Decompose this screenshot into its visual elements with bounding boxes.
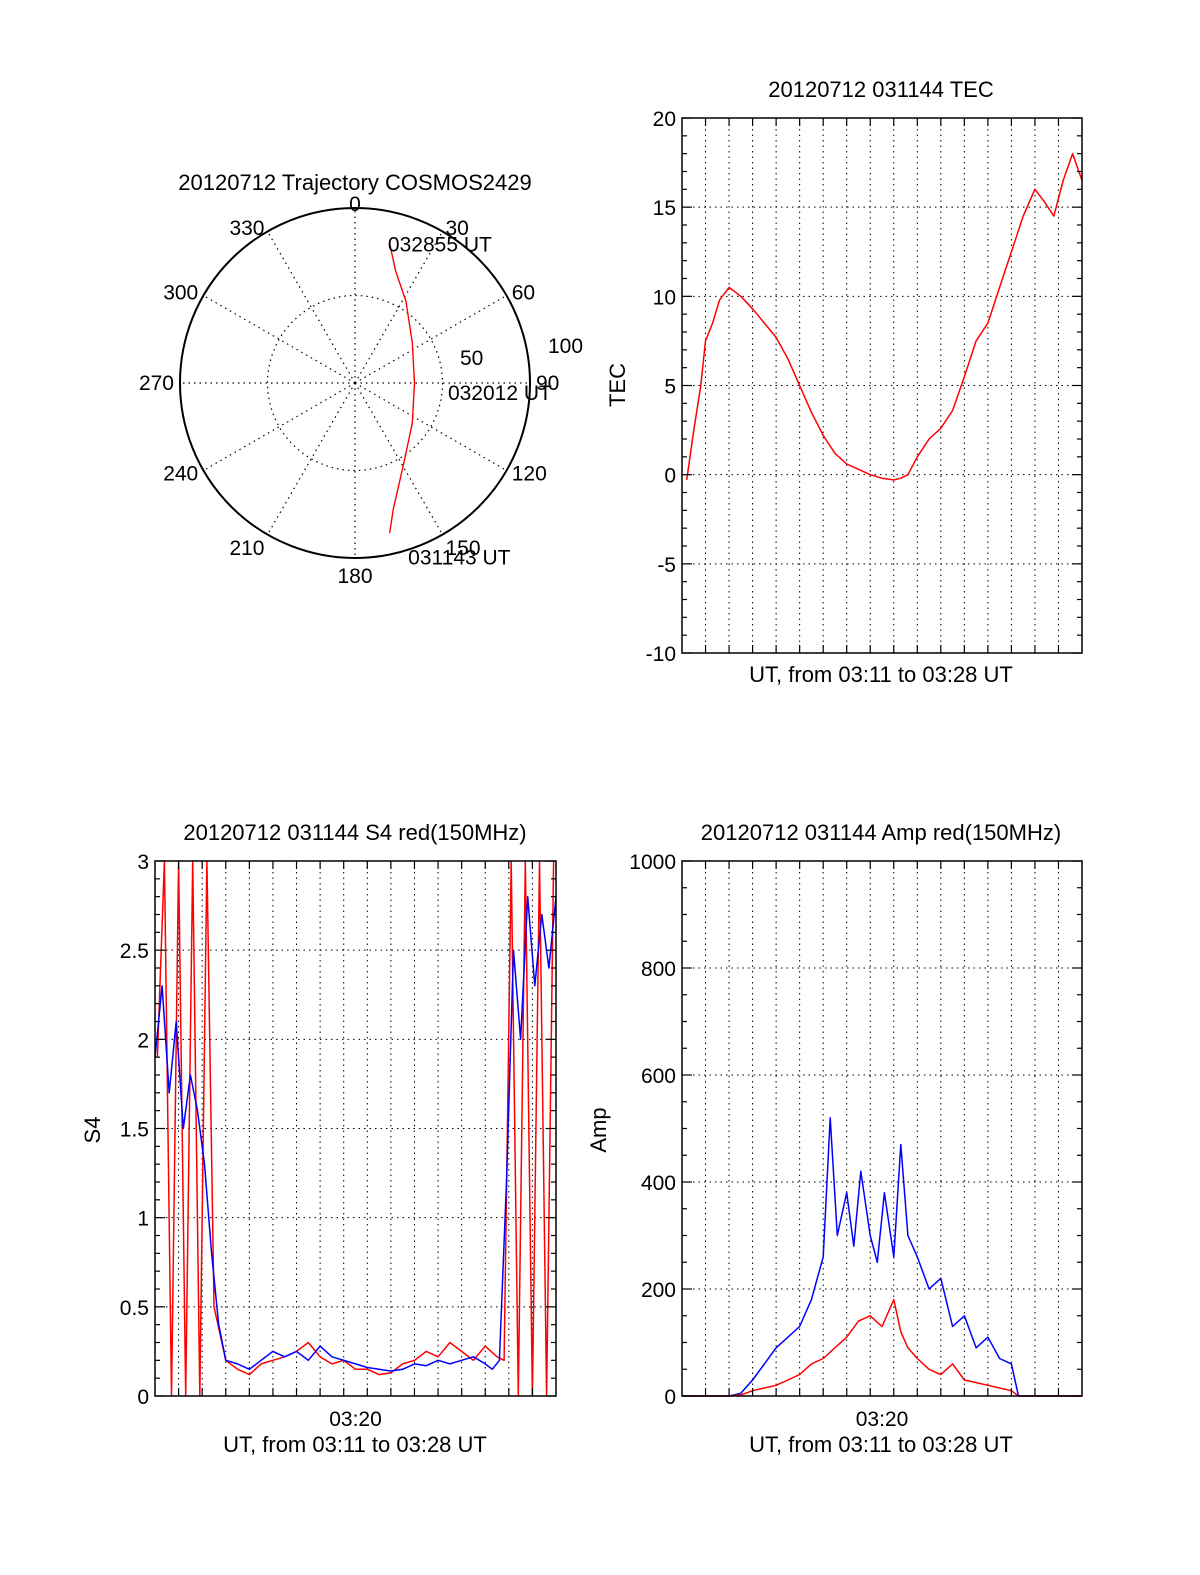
polar-radial-label: 100 [548, 335, 583, 358]
polar-azimuth-label: 210 [229, 537, 264, 560]
tec-series [685, 152, 1083, 481]
tec-series-line [685, 152, 1083, 481]
s4-ytick-label: 0.5 [120, 1297, 149, 1320]
amp-ytick-label: 600 [641, 1065, 676, 1088]
amp-series-line [682, 1117, 1082, 1397]
s4-ylabel: S4 [80, 1117, 105, 1144]
polar-time-annotation: 032012 UT [448, 382, 552, 405]
amp-series [682, 1117, 1082, 1397]
polar-azimuth-label: 120 [512, 463, 547, 486]
amp-xlabel: UT, from 03:11 to 03:28 UT [749, 1432, 1013, 1457]
polar-azimuth-label: 180 [337, 565, 372, 588]
tec-ytick-label: 10 [653, 286, 676, 309]
polar-time-annotation: 032855 UT [388, 234, 492, 257]
polar-azimuth-label: 330 [229, 217, 264, 240]
amp-ytick-label: 800 [641, 958, 676, 981]
s4-ticks: 3 2.5 2 1.5 1 0.5 0 03:20 [120, 851, 556, 1431]
tec-ytick-label: 0 [664, 465, 676, 488]
amp-ylabel: Amp [586, 1107, 611, 1152]
polar-title: 20120712 Trajectory COSMOS2429 [178, 170, 531, 195]
polar-labels: 0 30 60 90 120 150 180 210 240 270 300 330 50 100 0328… [139, 193, 583, 588]
s4-series-line [154, 895, 557, 1372]
amp-title: 20120712 031144 Amp red(150MHz) [701, 820, 1061, 845]
amp-ticks: 1000 800 600 400 200 0 03:20 [629, 851, 1082, 1431]
tec-ytick-label: 15 [653, 197, 676, 220]
s4-ytick-label: 3 [137, 851, 149, 874]
amp-ytick-label: 400 [641, 1172, 676, 1195]
polar-time-annotation: 031143 UT [408, 546, 511, 569]
tec-ytick-label: -10 [646, 643, 676, 666]
amp-ytick-label: 0 [664, 1386, 676, 1409]
tec-title: 20120712 031144 TEC [768, 77, 994, 102]
polar-azimuth-label: 300 [163, 282, 198, 305]
s4-ytick-label: 0 [137, 1386, 149, 1409]
polar-inner-circle [266, 294, 444, 472]
amp-xtick-label: 03:20 [856, 1408, 909, 1431]
amp-panel: 20120712 031144 Amp red(150MHz) 1000 800 6… [586, 820, 1083, 1457]
s4-ytick-label: 1 [137, 1208, 149, 1231]
s4-ytick-label: 2.5 [120, 940, 149, 963]
polar-trajectory-line [388, 243, 416, 534]
polar-outer-circle [179, 207, 531, 559]
tec-xlabel: UT, from 03:11 to 03:28 UT [749, 662, 1013, 687]
tec-ytick-label: 20 [653, 108, 676, 131]
s4-series [154, 860, 557, 1397]
s4-ytick-label: 1.5 [120, 1119, 149, 1142]
amp-grid [682, 861, 1082, 1396]
polar-azimuth-label: 30 [446, 217, 469, 240]
polar-azimuth-label: 150 [446, 537, 481, 560]
s4-xtick-label: 03:20 [329, 1408, 382, 1431]
amp-ytick-label: 1000 [629, 851, 676, 874]
tec-grid [682, 118, 1082, 653]
amp-ytick-label: 200 [641, 1279, 676, 1302]
polar-series [388, 243, 416, 534]
tec-ylabel: TEC [605, 363, 630, 407]
tec-ytick-label: 5 [664, 376, 676, 399]
polar-azimuth-label: 240 [163, 463, 198, 486]
polar-azimuth-label: 90 [536, 372, 559, 395]
s4-title: 20120712 031144 S4 red(150MHz) [183, 820, 526, 845]
s4-xlabel: UT, from 03:11 to 03:28 UT [223, 1432, 487, 1457]
s4-grid [155, 861, 556, 1396]
polar-grid [179, 207, 531, 559]
tec-ytick-label: -5 [657, 554, 676, 577]
polar-azimuth-label: 60 [512, 282, 535, 305]
amp-series-line [682, 1298, 1082, 1397]
tec-panel: 20120712 031144 TEC 20 15 10 5 0 -5 -10 UT, fr… [605, 77, 1083, 687]
polar-trajectory-panel: 20120712 Trajectory COSMOS2429 0 30 60 90 12… [139, 170, 583, 588]
polar-azimuth-label: 270 [139, 372, 174, 395]
polar-azimuth-label: 0 [349, 193, 361, 216]
polar-radial-label: 50 [460, 347, 483, 370]
s4-ytick-label: 2 [137, 1029, 149, 1052]
tec-ticks: 20 15 10 5 0 -5 -10 [646, 108, 1082, 666]
s4-panel: 20120712 031144 S4 red(150MHz) 3 2.5 2 1.5 1… [80, 820, 557, 1457]
